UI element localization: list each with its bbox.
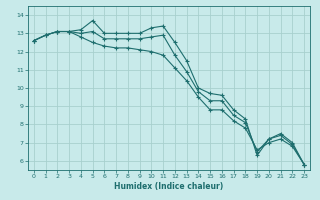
- X-axis label: Humidex (Indice chaleur): Humidex (Indice chaleur): [114, 182, 224, 191]
